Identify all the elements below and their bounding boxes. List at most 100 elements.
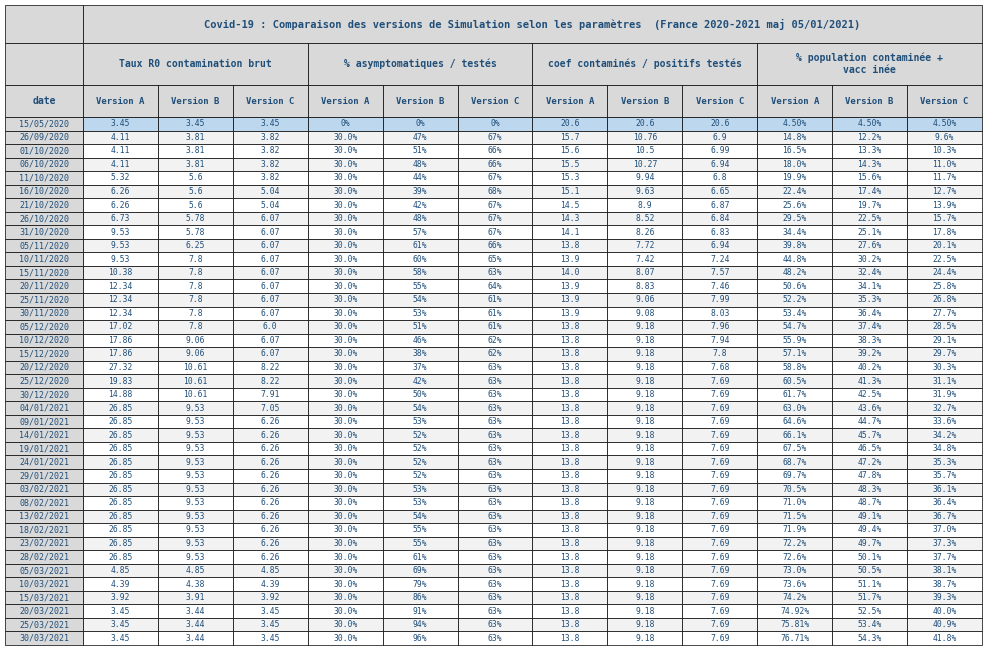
Text: 13.9%: 13.9% <box>932 200 955 209</box>
Text: 32.4%: 32.4% <box>857 268 880 277</box>
Text: 68%: 68% <box>487 187 502 196</box>
Text: 30.0%: 30.0% <box>332 620 357 629</box>
Text: 53.4%: 53.4% <box>857 620 880 629</box>
Bar <box>158 361 233 374</box>
Text: 71.9%: 71.9% <box>782 525 807 534</box>
Text: 32.7%: 32.7% <box>932 404 955 413</box>
Bar <box>756 577 831 591</box>
Bar <box>308 469 383 482</box>
Bar <box>83 307 158 320</box>
Bar <box>831 401 906 415</box>
Bar <box>308 401 383 415</box>
Text: 15.5: 15.5 <box>560 160 579 169</box>
Bar <box>606 185 681 198</box>
Bar <box>383 577 458 591</box>
Bar <box>831 333 906 347</box>
Bar <box>681 442 756 456</box>
Text: 7.24: 7.24 <box>709 255 729 264</box>
Bar <box>158 131 233 144</box>
Text: 52%: 52% <box>412 458 427 467</box>
Text: 19/01/2021: 19/01/2021 <box>19 444 69 453</box>
Text: 9.18: 9.18 <box>634 417 654 426</box>
Text: 3.45: 3.45 <box>260 634 280 643</box>
Text: 5.78: 5.78 <box>185 214 205 223</box>
Bar <box>83 401 158 415</box>
Text: 30.0%: 30.0% <box>332 593 357 602</box>
Text: 96%: 96% <box>412 634 427 643</box>
Text: 49.4%: 49.4% <box>857 525 880 534</box>
Bar <box>158 307 233 320</box>
Bar <box>308 415 383 428</box>
Text: 13.8: 13.8 <box>560 471 579 480</box>
Text: 63%: 63% <box>487 404 502 413</box>
Bar <box>756 631 831 645</box>
Bar <box>606 564 681 577</box>
Bar <box>158 496 233 510</box>
Text: 33.6%: 33.6% <box>932 417 955 426</box>
Bar <box>383 564 458 577</box>
Bar <box>5 5 83 43</box>
Text: 9.18: 9.18 <box>634 634 654 643</box>
Bar <box>83 5 981 43</box>
Text: 30.0%: 30.0% <box>332 295 357 304</box>
Bar <box>756 198 831 212</box>
Text: 20/11/2020: 20/11/2020 <box>19 281 69 291</box>
Bar <box>906 618 981 631</box>
Text: 9.18: 9.18 <box>634 336 654 345</box>
Text: 45.7%: 45.7% <box>857 431 880 439</box>
Bar <box>158 293 233 307</box>
Bar <box>906 374 981 388</box>
Text: 5.32: 5.32 <box>110 174 130 183</box>
Bar <box>606 469 681 482</box>
Text: 26.85: 26.85 <box>108 512 132 521</box>
Text: 63%: 63% <box>487 606 502 616</box>
Text: 48%: 48% <box>412 160 427 169</box>
Bar <box>606 307 681 320</box>
Bar <box>233 604 308 618</box>
Text: 30.0%: 30.0% <box>332 444 357 453</box>
Text: 63%: 63% <box>487 458 502 467</box>
Text: 25/12/2020: 25/12/2020 <box>19 376 69 385</box>
Text: 67%: 67% <box>487 214 502 223</box>
Text: 06/10/2020: 06/10/2020 <box>19 160 69 169</box>
Text: 3.45: 3.45 <box>110 119 130 128</box>
Bar <box>233 415 308 428</box>
Bar <box>756 212 831 226</box>
Text: 63%: 63% <box>487 376 502 385</box>
Text: 52.2%: 52.2% <box>782 295 807 304</box>
Bar <box>756 239 831 252</box>
Text: 9.6%: 9.6% <box>934 133 953 142</box>
Text: 44%: 44% <box>412 174 427 183</box>
Bar <box>158 415 233 428</box>
Text: 3.82: 3.82 <box>260 174 280 183</box>
Text: 66%: 66% <box>487 160 502 169</box>
Bar <box>532 293 606 307</box>
Bar <box>906 280 981 293</box>
Bar <box>831 564 906 577</box>
Text: 7.69: 7.69 <box>709 580 729 589</box>
Bar <box>383 347 458 361</box>
Text: 9.18: 9.18 <box>634 620 654 629</box>
Bar <box>532 482 606 496</box>
Text: 13.8: 13.8 <box>560 431 579 439</box>
Text: 71.5%: 71.5% <box>782 512 807 521</box>
Bar <box>756 551 831 564</box>
Text: 34.8%: 34.8% <box>932 444 955 453</box>
Bar <box>233 144 308 157</box>
Bar <box>158 117 233 131</box>
Bar <box>83 280 158 293</box>
Text: 0%: 0% <box>415 119 425 128</box>
Bar <box>681 428 756 442</box>
Bar <box>5 551 83 564</box>
Text: 24.4%: 24.4% <box>932 268 955 277</box>
Bar <box>606 401 681 415</box>
Bar <box>532 320 606 333</box>
Bar <box>5 591 83 604</box>
Text: 35.3%: 35.3% <box>932 458 955 467</box>
Bar <box>383 266 458 280</box>
Text: 52.5%: 52.5% <box>857 606 880 616</box>
Text: 26.85: 26.85 <box>108 471 132 480</box>
Text: 61%: 61% <box>487 322 502 332</box>
Text: 13/02/2021: 13/02/2021 <box>19 512 69 521</box>
Text: 37.3%: 37.3% <box>932 539 955 548</box>
